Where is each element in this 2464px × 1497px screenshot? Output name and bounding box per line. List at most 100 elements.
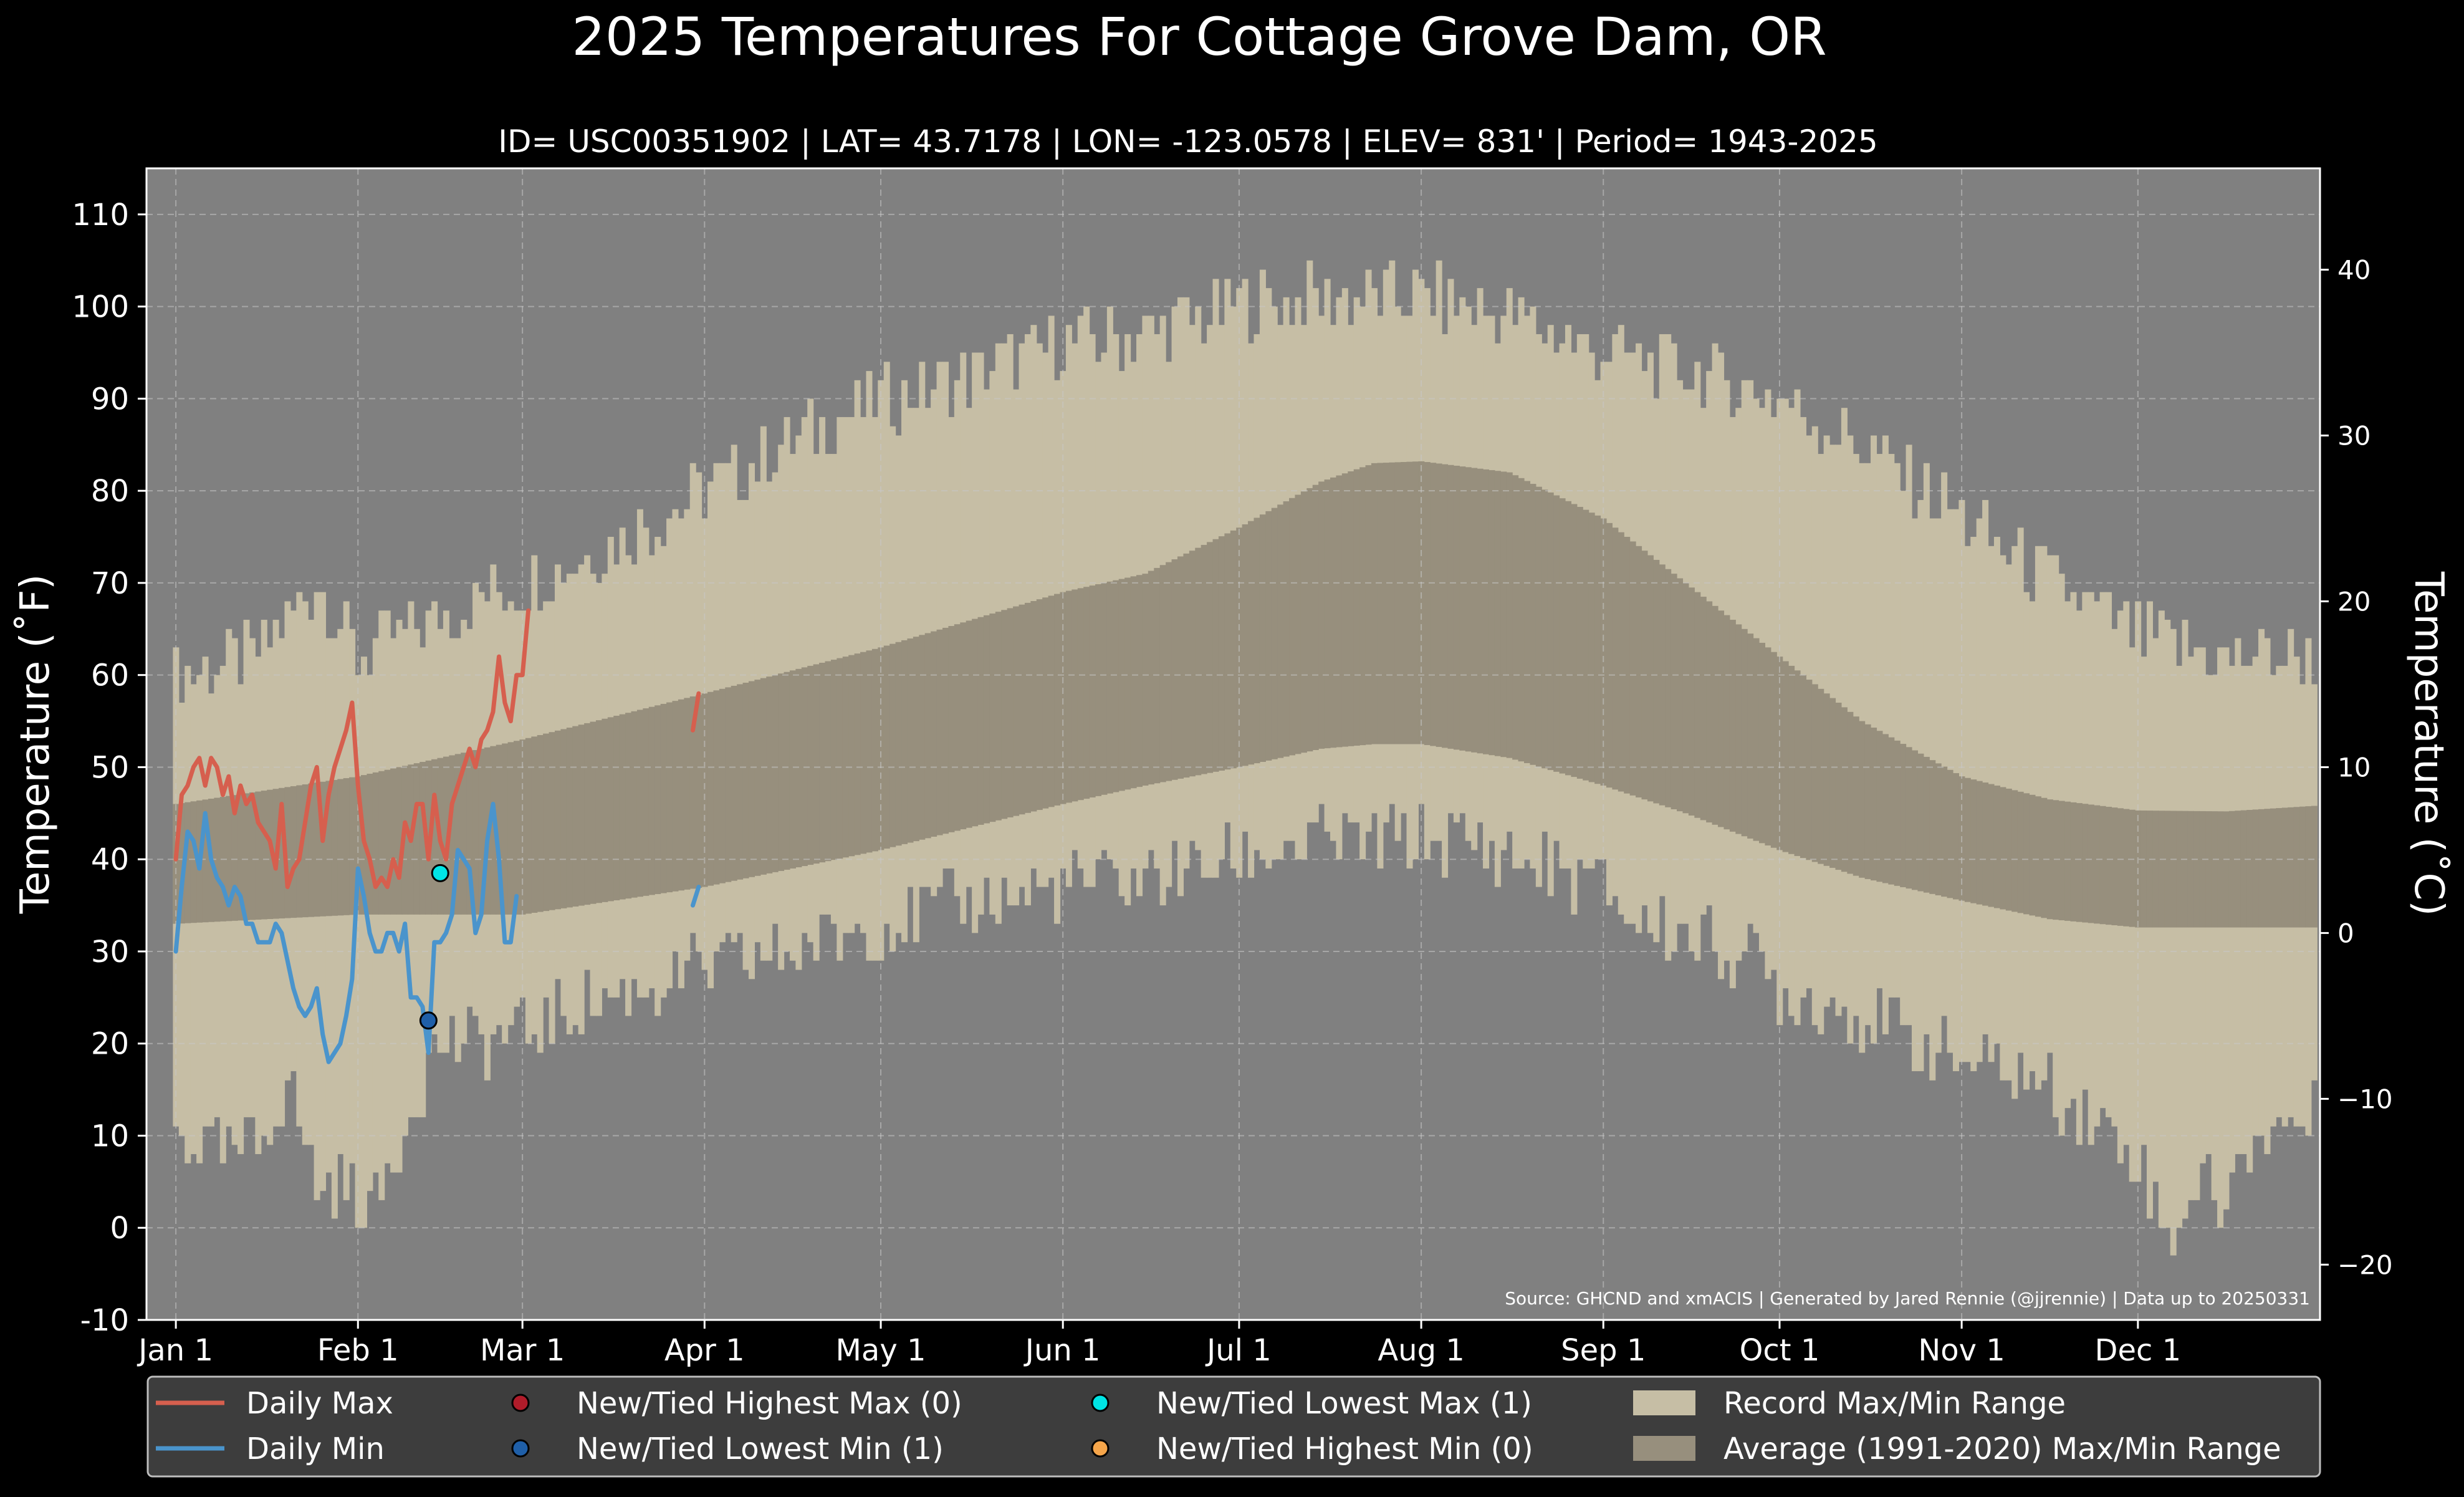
average-range-bar [1618,532,1624,792]
series-line-daily-min [691,885,701,908]
average-range-bar [1195,547,1202,776]
average-range-bar [860,652,867,854]
average-range-bar [954,624,961,831]
average-range-bar [2293,807,2300,928]
average-range-bar [1900,744,1907,887]
record-markers [419,864,449,1030]
average-range-bar [2152,811,2159,928]
average-range-bar [1207,542,1214,773]
legend-swatch-patch [1633,1436,1695,1461]
legend-swatch-dot [1091,1394,1110,1412]
average-range-bar [1576,507,1583,779]
average-range-bar [1811,684,1818,862]
average-range-bar [173,804,180,924]
average-range-bar [1383,463,1389,744]
average-range-bar [178,803,185,924]
average-range-bar [813,664,820,864]
average-range-bar [1512,475,1519,760]
average-range-bar [1030,600,1037,812]
average-range-bar [607,717,614,902]
average-range-bar [1935,763,1942,896]
average-range-bar [1624,537,1631,794]
record-range-bar [854,380,861,924]
legend-label: New/Tied Highest Min (0) [1156,1432,1533,1466]
average-range-bar [2094,805,2101,924]
average-range-bar [349,777,356,915]
x-tick-label: Feb 1 [317,1333,399,1368]
average-range-bar [989,614,996,822]
average-range-bar [1271,508,1278,759]
average-range-bar [1747,633,1754,839]
average-range-bar [883,645,890,849]
average-range-bar [619,714,626,900]
average-range-bar [1019,604,1025,815]
average-range-bar [924,633,931,839]
average-range-bar [2164,811,2171,928]
record-range-bar [1894,463,1901,998]
average-range-bar [496,744,502,915]
average-range-bar [525,738,532,914]
series-line-daily-max [173,608,531,889]
average-range-bar [243,793,250,920]
average-range-bar [231,795,238,921]
average-range-bar [1430,463,1437,746]
x-tick-label: May 1 [836,1333,926,1368]
average-range-bar [1765,647,1771,846]
average-range-bar [1970,779,1977,903]
average-range-bar [1136,575,1143,787]
average-range-bar [267,789,274,920]
average-range-bar [1424,462,1431,745]
average-range-bar [1242,524,1249,766]
average-range-bar [825,661,832,862]
average-range-bar [1823,693,1830,866]
average-range-bar [2064,801,2071,921]
average-range-bar [1993,785,2000,908]
legend-box [146,1375,2321,1478]
average-range-bar [1212,539,1219,772]
series-line-daily-min [173,802,519,1064]
average-range-bar [719,688,726,883]
average-range-bar [1124,577,1131,790]
average-range-bar [842,657,849,858]
average-range-bar [1401,461,1407,744]
average-range-bar [1952,773,1960,900]
average-range-bar [1436,463,1442,747]
average-range-bar [1682,582,1689,814]
average-range-bar [1341,473,1348,747]
average-range-bar [1418,461,1425,744]
y-tick-label-left: 30 [91,935,129,970]
x-tick-label: Dec 1 [2095,1333,2182,1368]
y-tick-label-left: 110 [72,198,129,233]
average-range-bar [378,771,385,915]
average-range-bar [549,732,555,910]
average-range-bar [1565,501,1571,776]
record-marker [431,864,449,882]
record-range-bar [2017,527,2024,1053]
average-range-bar [1024,602,1031,813]
average-range-bar [1142,574,1149,786]
average-range-bar [2053,800,2059,920]
average-range-bar [2129,809,2136,927]
average-range-bar [713,690,720,885]
average-range-bar [472,749,479,915]
average-range-bar [261,791,267,920]
record-range-bar [2176,665,2183,1228]
average-range-bar [901,640,908,844]
legend-label: New/Tied Highest Max (0) [577,1386,962,1421]
average-range-bar [461,753,467,915]
average-range-bar [1054,594,1061,806]
average-range-bar [895,642,902,846]
average-range-bar [413,763,420,915]
average-range-bar [1723,615,1730,830]
average-range-bar [2235,811,2241,928]
average-range-bar [960,622,967,830]
average-range-bar [343,778,350,915]
average-range-bar [1541,489,1548,769]
legend-label: Daily Max [246,1386,393,1421]
average-range-bar [1535,486,1542,767]
average-range-bar [1488,470,1495,756]
average-range-bar [819,662,826,863]
average-range-bar [748,681,755,877]
x-tick-label: Oct 1 [1740,1333,1820,1368]
average-range-bar [1036,599,1043,811]
